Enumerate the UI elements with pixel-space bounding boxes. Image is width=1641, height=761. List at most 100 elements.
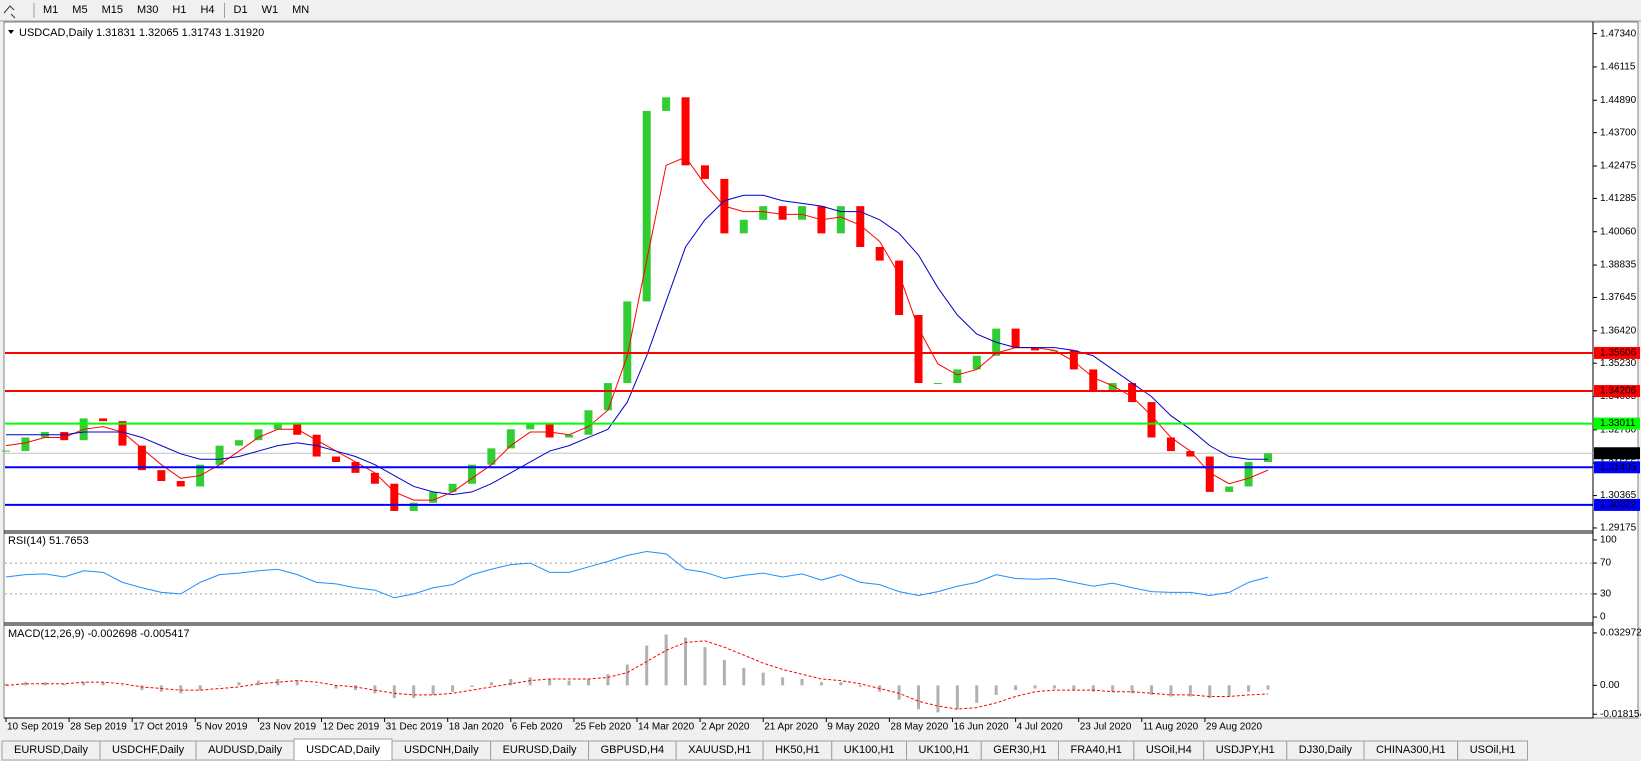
tab-label[interactable]: XAUUSD,H1 [688, 744, 751, 756]
candle [739, 219, 748, 234]
tab-label[interactable]: USDCHF,Daily [112, 744, 185, 756]
macd-bar [1111, 685, 1115, 692]
candle [972, 355, 981, 370]
x-tick-label: 21 Apr 2020 [764, 722, 818, 733]
candle [487, 448, 496, 465]
candle [118, 421, 127, 446]
macd-bar [897, 685, 901, 700]
macd-bar [23, 682, 27, 686]
macd-bar [295, 680, 299, 686]
x-tick-label: 23 Jul 2020 [1080, 722, 1132, 733]
tab-label[interactable]: CHINA300,H1 [1376, 744, 1446, 756]
level-label-bg [1594, 346, 1640, 359]
macd-bar [4, 683, 8, 686]
cursor-icon[interactable] [3, 5, 16, 19]
candle [681, 97, 690, 166]
macd-bar [645, 645, 649, 686]
level-label-bg [1594, 385, 1640, 398]
rsi-line [5, 551, 1269, 599]
timeframe-button[interactable]: W1 [262, 4, 279, 16]
candle [700, 165, 709, 179]
rsi-tick-label: 0 [1600, 612, 1606, 623]
tab-label[interactable]: USDJPY,H1 [1216, 744, 1275, 756]
tab-label[interactable]: UK100,H1 [919, 744, 970, 756]
current-price-bg [1594, 447, 1640, 460]
timeframe-button[interactable]: M30 [137, 4, 158, 16]
y-tick-label: 1.41285 [1600, 193, 1637, 204]
candle [390, 483, 399, 511]
level-label-bg [1594, 461, 1640, 474]
tab-label[interactable]: USDCAD,Daily [306, 744, 380, 756]
timeframe-button[interactable]: M15 [102, 4, 123, 16]
timeframe-button[interactable]: H1 [172, 4, 186, 16]
x-tick-label: 4 Jul 2020 [1017, 722, 1064, 733]
candle [662, 97, 671, 111]
macd-bar [218, 685, 222, 686]
macd-bar [606, 674, 610, 686]
tab-label[interactable]: UK100,H1 [844, 744, 895, 756]
macd-bar [567, 680, 571, 686]
macd-bar [140, 685, 144, 691]
header-triangle [8, 30, 14, 34]
x-tick-label: 2 Apr 2020 [701, 722, 750, 733]
macd-bar [431, 685, 435, 695]
tab-label[interactable]: HK50,H1 [775, 744, 820, 756]
candle [99, 418, 108, 422]
tab-label[interactable]: USDCNH,Daily [404, 744, 479, 756]
macd-bar [917, 685, 921, 710]
macd-bar [256, 680, 260, 686]
tab-label[interactable]: USOil,H1 [1470, 744, 1516, 756]
y-tick-label: 1.29175 [1600, 523, 1637, 534]
tab[interactable] [1457, 740, 1529, 761]
x-tick-label: 16 Jun 2020 [954, 722, 1009, 733]
x-tick-label: 14 Mar 2020 [638, 722, 695, 733]
timeframe-button[interactable]: MN [292, 4, 309, 16]
x-tick-label: 28 Sep 2019 [70, 722, 127, 733]
timeframe-button[interactable]: M1 [43, 4, 58, 16]
candle [798, 206, 807, 220]
tab-label[interactable]: AUDUSD,Daily [208, 744, 282, 756]
candle [545, 423, 554, 438]
macd-bar [198, 685, 202, 691]
tab-label[interactable]: GBPUSD,H4 [601, 744, 665, 756]
macd-bar [1208, 685, 1212, 699]
macd-bar [1266, 685, 1270, 690]
x-tick-label: 12 Dec 2019 [323, 722, 380, 733]
tab-label[interactable]: FRA40,H1 [1070, 744, 1121, 756]
timeframe-button[interactable]: D1 [234, 4, 248, 16]
timeframe-button[interactable]: H4 [200, 4, 214, 16]
y-tick-label: 1.36420 [1600, 325, 1637, 336]
macd-bar [120, 685, 124, 686]
rsi-tick-label: 70 [1600, 558, 1612, 569]
candle [1244, 461, 1253, 487]
macd-tick-label: 0.032972 [1600, 628, 1641, 639]
macd-bar [1247, 685, 1251, 692]
chart-window [3, 21, 1639, 719]
candle [60, 432, 69, 441]
candle [895, 260, 904, 316]
macd-bar [994, 685, 998, 695]
tab-label[interactable]: EURUSD,Daily [14, 744, 88, 756]
tab-label[interactable]: EURUSD,Daily [503, 744, 577, 756]
candle [584, 410, 593, 435]
macd-bar [1150, 685, 1154, 695]
y-tick-label: 1.47340 [1600, 28, 1637, 39]
timeframe-button[interactable]: M5 [72, 4, 87, 16]
x-tick-label: 9 May 2020 [827, 722, 880, 733]
candle [642, 110, 651, 302]
candle [137, 445, 146, 471]
macd-bar [1033, 685, 1037, 689]
candle [409, 502, 418, 511]
macd-bar [742, 667, 746, 686]
macd-bar [334, 685, 338, 689]
tab-label[interactable]: USOil,H4 [1146, 744, 1192, 756]
candle [1089, 369, 1098, 392]
tab-label[interactable]: DJ30,Daily [1299, 744, 1353, 756]
macd-bar [237, 682, 241, 686]
candle [21, 437, 30, 452]
tab-label[interactable]: GER30,H1 [993, 744, 1046, 756]
candle [953, 369, 962, 384]
x-tick-label: 18 Jan 2020 [449, 722, 504, 733]
candle [1031, 347, 1040, 351]
